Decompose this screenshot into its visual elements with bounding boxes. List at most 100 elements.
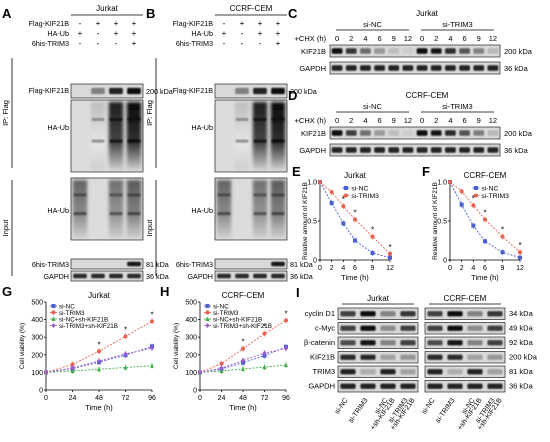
lane-label: si-NC: [334, 397, 350, 415]
data-point: [219, 365, 224, 371]
y-tick-label: 200: [185, 352, 197, 359]
panel-letter: I: [296, 285, 300, 300]
blot-band: [487, 325, 503, 331]
data-point: [483, 239, 487, 244]
blot-band: [360, 48, 371, 54]
blot-ip-haub: [214, 99, 288, 173]
blot-background: [425, 308, 505, 320]
blot-border: [214, 177, 288, 241]
smear-lane: [108, 180, 124, 238]
y-tick-label: 0: [313, 258, 317, 265]
y-axis-label: Cell viability (%): [173, 323, 180, 369]
smear-lane: [72, 180, 88, 238]
blot-background: [215, 84, 287, 98]
blot-band: [427, 383, 443, 389]
smear-lane: [108, 102, 124, 170]
data-point: [518, 250, 522, 255]
group-label: si-TRIM3: [442, 20, 472, 29]
blot-background: [338, 380, 418, 392]
treatment-label: Flag-KIF21B: [29, 19, 70, 28]
treatment-sign: +: [258, 29, 263, 38]
x-tick-label: 6: [483, 265, 487, 272]
treatment-label: HA-Ub: [191, 29, 213, 38]
y-axis-label: Relative amount of KIF21B: [432, 182, 439, 260]
series-line: [319, 181, 391, 255]
blot-band: [340, 325, 356, 331]
blot-border: [424, 322, 506, 335]
blot-border: [214, 270, 288, 282]
blot-band: [127, 87, 141, 95]
blot-band: [487, 130, 499, 136]
blot-band: [445, 65, 456, 71]
data-point: [388, 251, 392, 256]
series-line: [319, 181, 391, 259]
significance-star: *: [241, 338, 244, 347]
time-label: 9: [392, 34, 396, 43]
blot-border: [424, 380, 506, 393]
blot-background: [71, 84, 143, 98]
cell-line-label: Jurkat: [96, 4, 119, 13]
legend-label: si-TRIM3: [213, 310, 239, 317]
blot-band: [374, 130, 385, 136]
legend-label: si-NC: [481, 185, 498, 192]
data-point: [262, 350, 267, 356]
chx-label: +CHX (h): [295, 116, 327, 125]
data-point: [241, 366, 245, 371]
blot-band: [473, 65, 485, 71]
blot-band: [235, 87, 249, 95]
x-tick-label: 48: [239, 395, 247, 402]
blot-border: [424, 351, 506, 364]
kda-label: 200 kDa: [290, 87, 317, 96]
panel-letter: F: [422, 164, 430, 179]
blot-band: [360, 369, 376, 375]
blot-band: [235, 139, 249, 143]
blot-0-0: [337, 307, 419, 320]
blot-band: [109, 118, 123, 121]
y-tick-label: 100: [31, 370, 43, 377]
blot-band: [271, 273, 285, 279]
smear-lane: [216, 180, 232, 238]
blot-band: [345, 147, 357, 153]
blot-band: [253, 193, 267, 197]
treatment-sign: -: [241, 39, 244, 48]
blot-band: [253, 273, 267, 279]
treatment-sign: +: [276, 39, 281, 48]
kda-label: 36 kDa: [146, 272, 169, 281]
treatment-sign: +: [258, 19, 263, 28]
kda-label: 81 kDa: [290, 260, 313, 269]
blot-band: [427, 311, 443, 317]
blot-band: [467, 311, 483, 317]
blot-band: [73, 212, 87, 216]
blot-border: [337, 351, 419, 364]
blot-band: [388, 65, 400, 71]
treatment-sign: -: [79, 19, 82, 28]
time-label: 2: [434, 116, 438, 125]
x-tick-label: 72: [261, 395, 269, 402]
blot-band: [445, 147, 456, 153]
blot-border: [70, 83, 144, 99]
data-point: [473, 193, 478, 198]
blot-label: GAPDH: [299, 146, 326, 155]
blot-band: [467, 369, 483, 375]
smear-lane: [270, 102, 286, 170]
data-point: [205, 310, 210, 315]
data-point: [343, 193, 348, 198]
significance-star: *: [353, 208, 356, 217]
data-point: [241, 357, 245, 363]
legend-label: si-TRIM3: [481, 193, 509, 200]
time-label: 9: [477, 34, 481, 43]
blot-band: [416, 130, 428, 136]
blot-border: [329, 44, 501, 58]
blot-input-haub: [70, 177, 144, 241]
data-point: [483, 217, 487, 222]
blot-background: [215, 259, 287, 269]
series-line: [199, 348, 287, 373]
blot-background: [425, 351, 505, 363]
data-point: [241, 346, 245, 351]
chart-G: G Jurkat 0 100 200 300 400 500 0 24 48 72 96 Time (h)…: [2, 284, 156, 412]
x-axis-label: Time (h): [85, 403, 113, 412]
blot-kif21b: [329, 44, 501, 58]
blot-band: [459, 65, 470, 71]
kda-label: 81 kDa: [146, 260, 169, 269]
blot-band: [467, 325, 483, 331]
